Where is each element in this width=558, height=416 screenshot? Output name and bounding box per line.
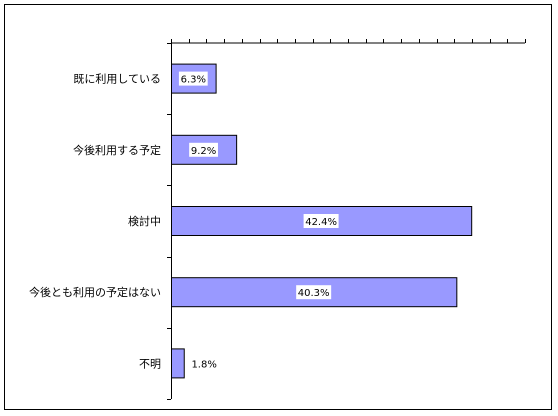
value-label-box-0 bbox=[178, 71, 208, 86]
category-label-3: 今後とも利用の予定はない bbox=[29, 285, 161, 299]
category-label-0: 既に利用している bbox=[73, 73, 161, 86]
value-label-2: 42.4% bbox=[305, 217, 337, 228]
value-label-0: 6.3% bbox=[181, 75, 206, 86]
bar-4 bbox=[171, 348, 185, 379]
category-label-4: 不明 bbox=[139, 357, 161, 370]
value-label-box-2 bbox=[303, 214, 339, 228]
value-label-4: 1.8% bbox=[191, 359, 216, 370]
value-label-3: 40.3% bbox=[298, 288, 330, 299]
value-label-box-3 bbox=[296, 285, 332, 300]
labels: 既に利用している 6.3% 今後利用する予定 9.2% 検討中 42.4% 今後とも利用の予… bbox=[29, 71, 339, 370]
value-label-1: 9.2% bbox=[191, 146, 216, 157]
category-label-2: 検討中 bbox=[128, 214, 161, 228]
category-label-1: 今後利用する予定 bbox=[73, 143, 161, 157]
value-label-box-1 bbox=[189, 142, 218, 157]
